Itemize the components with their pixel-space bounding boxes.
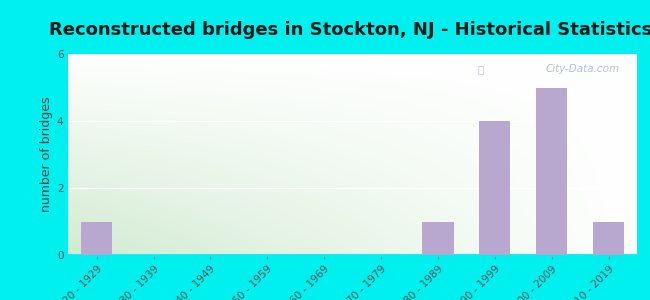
Bar (81, 221, 112, 255)
Text: ⓘ: ⓘ (478, 64, 484, 74)
Y-axis label: number of bridges: number of bridges (40, 97, 53, 212)
Bar (422, 221, 454, 255)
Text: City-Data.com: City-Data.com (546, 64, 620, 74)
Text: Reconstructed bridges in Stockton, NJ - Historical Statistics: Reconstructed bridges in Stockton, NJ - … (49, 21, 650, 39)
Bar (536, 88, 567, 255)
Bar (479, 121, 510, 255)
Bar (593, 221, 624, 255)
